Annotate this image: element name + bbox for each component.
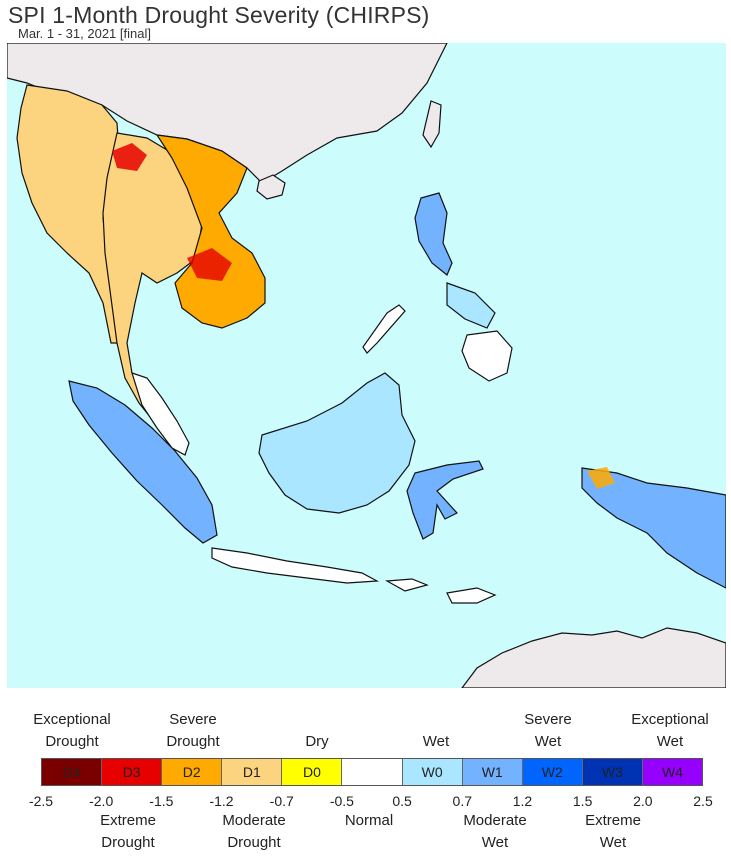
- legend-tick: -0.7: [269, 793, 294, 809]
- land-visayas: [446, 282, 496, 329]
- legend-tick: 0.5: [392, 793, 412, 809]
- legend-top-label: Exceptional Drought: [33, 711, 111, 750]
- map-title: SPI 1-Month Drought Severity (CHIRPS): [8, 2, 430, 28]
- land-malay: [131, 372, 190, 456]
- land-sumbawa: [384, 578, 429, 592]
- map-subtitle: Mar. 1 - 31, 2021 [final]: [18, 26, 151, 41]
- legend-class-d2: D2: [162, 759, 223, 785]
- legend-tick: 1.5: [572, 793, 593, 809]
- legend-tick: -2.5: [28, 793, 54, 809]
- land-mindanao: [461, 330, 513, 382]
- legend-class-normal: [342, 759, 403, 785]
- legend-bottom-label: Moderate Wet: [463, 812, 527, 851]
- legend-top-label: Dry: [305, 733, 329, 750]
- legend-tick: -1.2: [209, 793, 234, 809]
- legend-tick: -2.0: [89, 793, 114, 809]
- legend-tick: 0.7: [452, 793, 472, 809]
- legend-class-w2: W2: [522, 759, 583, 785]
- drought-map: [7, 43, 726, 688]
- land-timor: [446, 587, 497, 604]
- legend-class-w3: W3: [582, 759, 643, 785]
- legend-bottom-label: Moderate Drought: [222, 812, 286, 851]
- legend-top-label: Wet: [422, 733, 450, 750]
- legend-top-label: Severe Wet: [524, 711, 572, 750]
- land-sumatra: [68, 380, 218, 544]
- land-indochina: [155, 134, 266, 329]
- land-palawan: [362, 304, 406, 354]
- legend-tick: -0.5: [329, 793, 354, 809]
- land-sulawesi: [406, 460, 484, 540]
- land-luzon: [414, 192, 453, 276]
- land-borneo: [258, 372, 416, 514]
- legend-bottom-label: Extreme Wet: [585, 812, 641, 851]
- legend-tick: 1.2: [512, 793, 533, 809]
- legend-tick: 2.0: [633, 793, 653, 809]
- land-australia: [461, 627, 726, 688]
- legend-class-w4: W4: [642, 759, 703, 785]
- land-java: [211, 547, 380, 584]
- land-new-guinea: [581, 467, 726, 589]
- legend-color-bar: D4 D3 D2 D1 D0 W0 W1 W2 W3 W4: [41, 758, 703, 786]
- legend-class-d4: D4: [42, 759, 103, 785]
- legend-top-label: Severe Drought: [166, 711, 220, 750]
- legend-tick: 2.5: [693, 793, 713, 809]
- map-canvas: [7, 43, 726, 688]
- legend-class-d3: D3: [102, 759, 163, 785]
- legend-bottom-label: Normal: [344, 812, 394, 829]
- legend-bottom-label: Extreme Drought: [100, 812, 156, 851]
- legend-class-d1: D1: [222, 759, 283, 785]
- legend-top-label: Exceptional Wet: [631, 711, 709, 750]
- land-taiwan: [422, 100, 442, 149]
- drought-core-thai: [112, 143, 147, 171]
- legend-class-w1: W1: [462, 759, 523, 785]
- drought-new-guinea: [587, 467, 615, 489]
- land-myanmar: [16, 84, 120, 344]
- drought-core-cambodia: [187, 248, 232, 281]
- land-hainan: [256, 174, 286, 200]
- legend-class-d0: D0: [282, 759, 343, 785]
- legend-tick: -1.5: [149, 793, 174, 809]
- legend-class-w0: W0: [402, 759, 463, 785]
